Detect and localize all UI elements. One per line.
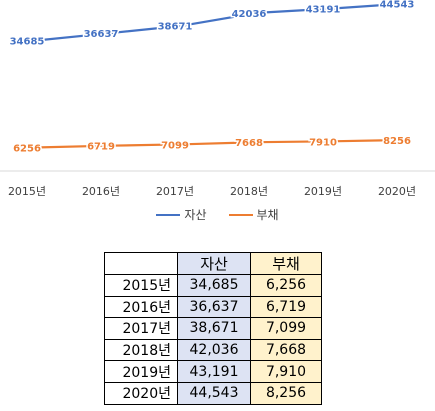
line-chart: 34685 36637 38671 42036 43191 44543 6256 6719 70…	[0, 0, 435, 198]
table-cell-asset: 36,637	[177, 295, 251, 319]
x-tick-label: 2020년	[378, 185, 416, 198]
data-label: 8256	[383, 136, 411, 147]
data-point	[107, 144, 111, 148]
data-label: 6719	[87, 142, 115, 153]
data-point	[181, 142, 185, 146]
table-row: 2015년 34,685 6,256	[104, 274, 322, 297]
data-label: 38671	[158, 22, 193, 33]
table-row: 2019년 43,191 7,910	[104, 360, 322, 383]
data-label: 43191	[306, 5, 341, 16]
table-cell-debt: 6,256	[250, 274, 322, 297]
table-cell-year: 2018년	[104, 338, 178, 362]
table-row: 2017년 38,671 7,099	[104, 317, 322, 340]
table-cell-year: 2016년	[104, 295, 178, 319]
x-tick-label: 2018년	[230, 185, 268, 198]
data-label: 44543	[380, 0, 415, 11]
data-point	[181, 24, 185, 28]
data-point	[255, 11, 259, 15]
data-label: 6256	[13, 144, 41, 155]
table-cell-asset: 43,191	[177, 360, 251, 383]
table-cell-debt: 7,099	[250, 317, 322, 340]
x-tick-label: 2019년	[304, 185, 342, 198]
data-point	[33, 146, 37, 149]
table-cell-year: 2020년	[104, 381, 178, 405]
table-cell-debt: 6,719	[250, 295, 322, 319]
table-row: 2020년 44,543 8,256	[104, 381, 322, 405]
data-label: 7099	[161, 140, 189, 151]
table-corner-cell	[104, 252, 178, 275]
table-cell-asset: 42,036	[177, 338, 251, 362]
data-table: 자산 부채 2015년 34,685 6,256 2016년 36,637 6,…	[104, 252, 322, 405]
x-tick-label: 2015년	[8, 185, 46, 198]
table-cell-asset: 34,685	[177, 274, 251, 297]
data-point	[403, 2, 407, 5]
series-line-0	[34, 2, 406, 42]
table-cell-year: 2015년	[104, 274, 178, 297]
table-row: 2016년 36,637 6,719	[104, 295, 322, 319]
data-point	[329, 7, 333, 11]
data-label: 36637	[84, 29, 119, 40]
table-cell-debt: 7,668	[250, 338, 322, 362]
table-cell-asset: 38,671	[177, 317, 251, 340]
x-tick-label: 2017년	[156, 185, 194, 198]
table-cell-debt: 8,256	[250, 381, 322, 405]
data-label: 7668	[235, 138, 263, 149]
legend-label-asset: 자산	[184, 208, 207, 222]
data-point	[403, 138, 407, 142]
series-line-1	[34, 138, 406, 149]
legend-swatch-debt	[228, 213, 253, 216]
data-point	[329, 139, 333, 143]
table-cell-year: 2019년	[104, 360, 178, 383]
table-header-debt: 부채	[250, 252, 322, 275]
legend-swatch-asset	[156, 213, 181, 216]
table-header-row: 자산 부채	[104, 252, 322, 275]
table-row: 2018년 42,036 7,668	[104, 338, 322, 362]
legend-item-asset: 자산	[156, 206, 207, 223]
data-label: 7910	[309, 137, 337, 148]
data-point	[107, 31, 111, 35]
table-cell-year: 2017년	[104, 317, 178, 340]
data-label: 34685	[10, 37, 45, 48]
chart-legend: 자산 부채	[0, 206, 435, 223]
table-header-asset: 자산	[177, 252, 251, 275]
data-point	[255, 140, 259, 144]
data-point	[33, 39, 37, 43]
legend-item-debt: 부채	[228, 206, 279, 223]
data-label: 42036	[232, 9, 267, 20]
legend-label-debt: 부채	[256, 208, 279, 222]
table-cell-asset: 44,543	[177, 381, 251, 405]
x-tick-label: 2016년	[82, 185, 120, 198]
table-cell-debt: 7,910	[250, 360, 322, 383]
